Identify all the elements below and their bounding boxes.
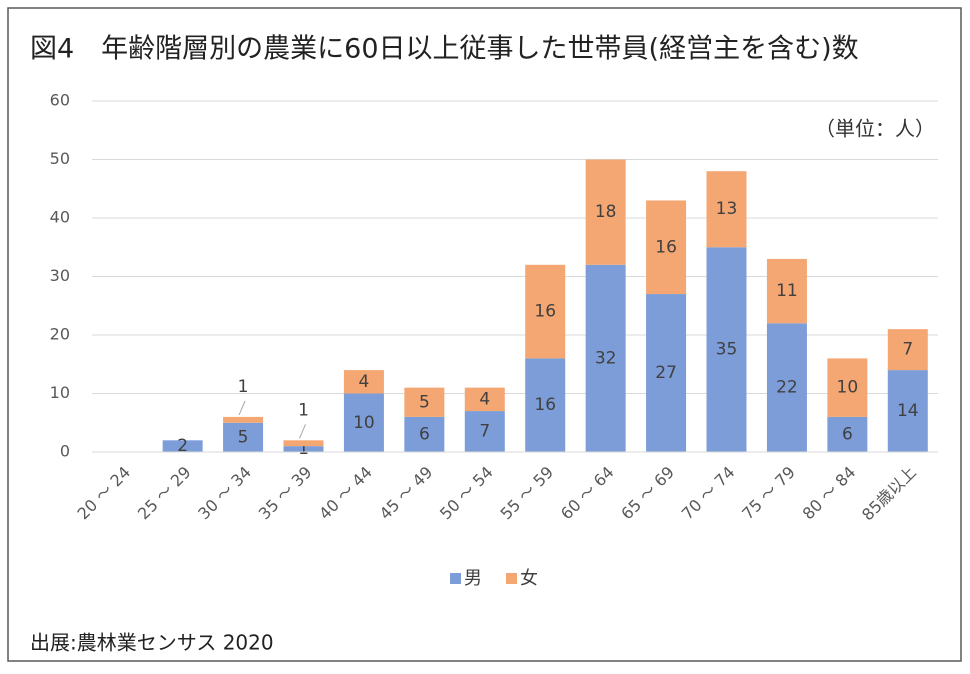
- data-label: 10: [353, 413, 375, 433]
- bar-segment: [162, 440, 203, 452]
- legend-swatch: [506, 573, 517, 584]
- bar-segment: [223, 416, 264, 423]
- data-label: 6: [842, 424, 853, 444]
- bar-segment: [343, 370, 384, 394]
- bar-segment: [887, 329, 928, 371]
- y-tick-label: 10: [50, 383, 70, 402]
- unit-annotation: （単位：人）: [815, 117, 935, 141]
- data-label: 16: [534, 395, 556, 415]
- legend-label: 女: [520, 568, 538, 589]
- bar-segment: [464, 411, 505, 452]
- bar-segment: [646, 294, 687, 452]
- data-label: 5: [238, 427, 249, 447]
- y-tick-label: 60: [50, 91, 70, 110]
- data-label: 7: [479, 422, 490, 442]
- bar-segment: [464, 387, 505, 412]
- leader-line: [238, 400, 246, 416]
- bar-segment: [827, 416, 868, 452]
- data-label: 16: [655, 237, 677, 257]
- bar-segment: [887, 370, 928, 452]
- bar-segment: [585, 264, 626, 452]
- data-label: 4: [479, 389, 490, 409]
- leader-line: [299, 424, 306, 439]
- legend-label: 男: [464, 568, 482, 589]
- data-label: 18: [595, 202, 617, 222]
- data-label: 16: [534, 302, 556, 322]
- data-label: 6: [419, 424, 430, 444]
- bar-segment: [223, 422, 264, 452]
- bar-segment: [646, 200, 687, 295]
- bar-segment: [766, 258, 807, 324]
- data-label: 5: [419, 392, 430, 412]
- data-label: 14: [897, 401, 919, 421]
- data-label: 10: [837, 378, 859, 398]
- bar-segment: [404, 416, 445, 452]
- bar-segment: [706, 247, 747, 452]
- bar-segment: [706, 171, 747, 248]
- y-tick-label: 20: [50, 325, 70, 344]
- data-label: 1: [238, 377, 249, 397]
- y-tick-label: 0: [60, 442, 70, 461]
- bar-segment: [585, 159, 626, 265]
- bar-segment: [283, 446, 324, 452]
- data-label: 11: [776, 281, 798, 301]
- data-label: 1: [298, 439, 309, 459]
- data-label: 13: [716, 199, 738, 219]
- y-tick-label: 50: [50, 149, 70, 168]
- data-label: 22: [776, 378, 798, 398]
- bar-segment: [525, 264, 566, 359]
- bar-segment: [827, 358, 868, 417]
- y-tick-label: 40: [50, 208, 70, 227]
- data-label: 32: [595, 348, 617, 368]
- bar-segment: [525, 358, 566, 452]
- bar-segment: [404, 387, 445, 417]
- bar-segment: [343, 393, 384, 452]
- bar-segment: [766, 323, 807, 452]
- source: 出展:農林業センサス 2020: [30, 631, 274, 655]
- data-label: 27: [655, 363, 677, 383]
- data-label: 2: [177, 436, 188, 456]
- y-tick-label: 30: [50, 266, 70, 285]
- data-label: 7: [902, 340, 913, 360]
- bar-segment: [283, 440, 324, 447]
- legend-swatch: [450, 573, 461, 584]
- data-label: 1: [298, 400, 309, 420]
- data-label: 35: [716, 340, 738, 360]
- chart-title: 図4 年齢階層別の農業に60日以上従事した世帯員(経営主を含む)数: [30, 34, 859, 65]
- data-label: 4: [359, 372, 370, 392]
